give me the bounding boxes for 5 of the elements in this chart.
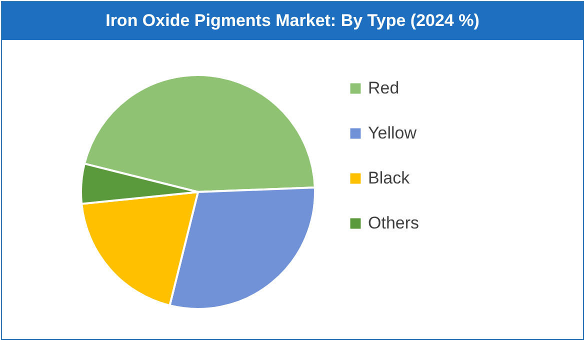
legend-label: Black (368, 168, 410, 188)
chart-title: Iron Oxide Pigments Market: By Type (2024 %) (2, 2, 583, 40)
legend-label: Yellow (368, 124, 418, 142)
legend-label: Red (368, 78, 400, 98)
legend-label: Others (368, 214, 420, 232)
